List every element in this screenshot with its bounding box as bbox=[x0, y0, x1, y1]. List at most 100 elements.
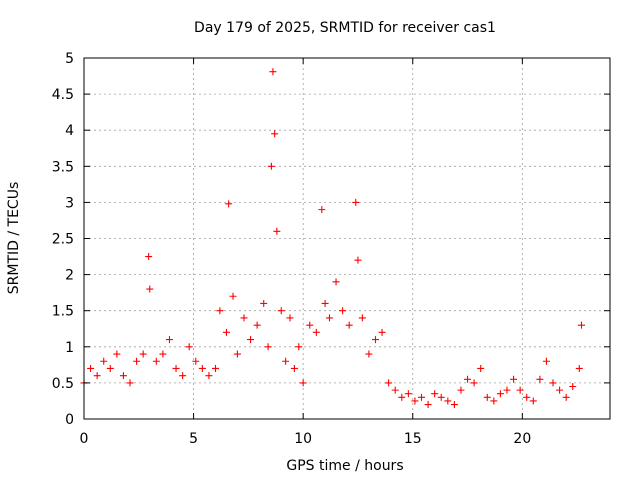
data-point bbox=[264, 343, 272, 351]
data-point bbox=[179, 372, 187, 380]
data-point bbox=[354, 256, 362, 264]
y-tick-label: 0 bbox=[65, 412, 74, 428]
data-point bbox=[222, 328, 230, 336]
data-point bbox=[562, 393, 570, 401]
data-point bbox=[273, 227, 281, 235]
data-point bbox=[216, 307, 224, 315]
x-tick-label: 20 bbox=[513, 431, 531, 447]
data-point bbox=[286, 314, 294, 322]
data-point bbox=[205, 372, 213, 380]
data-point bbox=[575, 364, 583, 372]
data-point bbox=[339, 307, 347, 315]
data-point bbox=[352, 198, 360, 206]
data-point bbox=[536, 375, 544, 383]
data-point bbox=[578, 321, 586, 329]
data-point bbox=[145, 253, 153, 261]
data-point bbox=[523, 393, 531, 401]
data-point bbox=[267, 162, 275, 170]
data-point bbox=[139, 350, 147, 358]
data-point bbox=[133, 357, 141, 365]
x-tick-label: 0 bbox=[80, 431, 89, 447]
data-point bbox=[378, 328, 386, 336]
data-point bbox=[371, 336, 379, 344]
data-point bbox=[542, 357, 550, 365]
data-point bbox=[225, 200, 233, 208]
data-point bbox=[516, 386, 524, 394]
data-point bbox=[172, 364, 180, 372]
data-point bbox=[424, 401, 432, 409]
data-point bbox=[100, 357, 108, 365]
data-point bbox=[450, 401, 458, 409]
y-tick-label: 2.5 bbox=[52, 232, 74, 248]
data-point bbox=[437, 393, 445, 401]
data-point bbox=[529, 397, 537, 405]
data-point bbox=[113, 350, 121, 358]
data-point bbox=[321, 299, 329, 307]
data-point bbox=[277, 307, 285, 315]
data-point bbox=[192, 357, 200, 365]
data-point bbox=[318, 206, 326, 214]
y-tick-label: 5 bbox=[65, 51, 74, 67]
y-tick-label: 1.5 bbox=[52, 304, 74, 320]
x-tick-label: 5 bbox=[189, 431, 198, 447]
data-point bbox=[483, 393, 491, 401]
data-point bbox=[444, 397, 452, 405]
data-point bbox=[229, 292, 237, 300]
y-tick-label: 0.5 bbox=[52, 376, 74, 392]
grid-lines bbox=[84, 58, 610, 419]
data-point bbox=[146, 285, 154, 293]
data-point bbox=[126, 379, 134, 387]
data-point bbox=[411, 397, 419, 405]
data-point bbox=[212, 364, 219, 372]
data-point bbox=[391, 386, 399, 394]
data-point bbox=[198, 364, 206, 372]
data-point bbox=[365, 350, 373, 358]
data-point bbox=[299, 379, 307, 387]
data-point bbox=[260, 299, 268, 307]
data-point bbox=[106, 364, 114, 372]
data-point bbox=[306, 321, 314, 329]
data-point bbox=[490, 397, 498, 405]
axis-ticks: 0 0.5 1 1.5 2 2.5 3 3.5 4 4.5 5 0 5 10 15 20 bbox=[52, 51, 610, 447]
data-point bbox=[312, 328, 320, 336]
data-point bbox=[404, 390, 412, 398]
data-point bbox=[295, 343, 303, 351]
chart-title: Day 179 of 2025, SRMTID for receiver cas… bbox=[194, 20, 496, 36]
x-axis-label: GPS time / hours bbox=[286, 458, 403, 474]
data-point bbox=[503, 386, 511, 394]
data-point bbox=[269, 68, 277, 76]
data-point bbox=[165, 336, 173, 344]
x-tick-label: 10 bbox=[294, 431, 312, 447]
data-point bbox=[431, 390, 439, 398]
data-point bbox=[496, 390, 504, 398]
data-point bbox=[185, 343, 193, 351]
data-point bbox=[93, 372, 101, 380]
data-point bbox=[345, 321, 353, 329]
y-tick-label: 1 bbox=[65, 340, 74, 356]
data-point bbox=[556, 386, 564, 394]
y-tick-label: 2 bbox=[65, 268, 74, 284]
data-point bbox=[325, 314, 333, 322]
data-point bbox=[271, 130, 279, 138]
data-point bbox=[385, 379, 393, 387]
data-point bbox=[477, 364, 485, 372]
data-point bbox=[119, 372, 127, 380]
y-tick-label: 4 bbox=[65, 123, 74, 139]
data-points bbox=[80, 68, 586, 409]
data-point bbox=[233, 350, 241, 358]
data-point bbox=[464, 375, 472, 383]
data-point bbox=[332, 278, 340, 286]
data-point bbox=[569, 383, 577, 391]
data-point bbox=[159, 350, 167, 358]
data-point bbox=[247, 336, 255, 344]
data-point bbox=[549, 379, 557, 387]
x-tick-label: 15 bbox=[404, 431, 422, 447]
data-point bbox=[470, 379, 478, 387]
data-point bbox=[418, 393, 426, 401]
y-tick-label: 4.5 bbox=[52, 87, 74, 103]
y-tick-label: 3.5 bbox=[52, 159, 74, 175]
data-point bbox=[510, 375, 518, 383]
data-point bbox=[240, 314, 248, 322]
